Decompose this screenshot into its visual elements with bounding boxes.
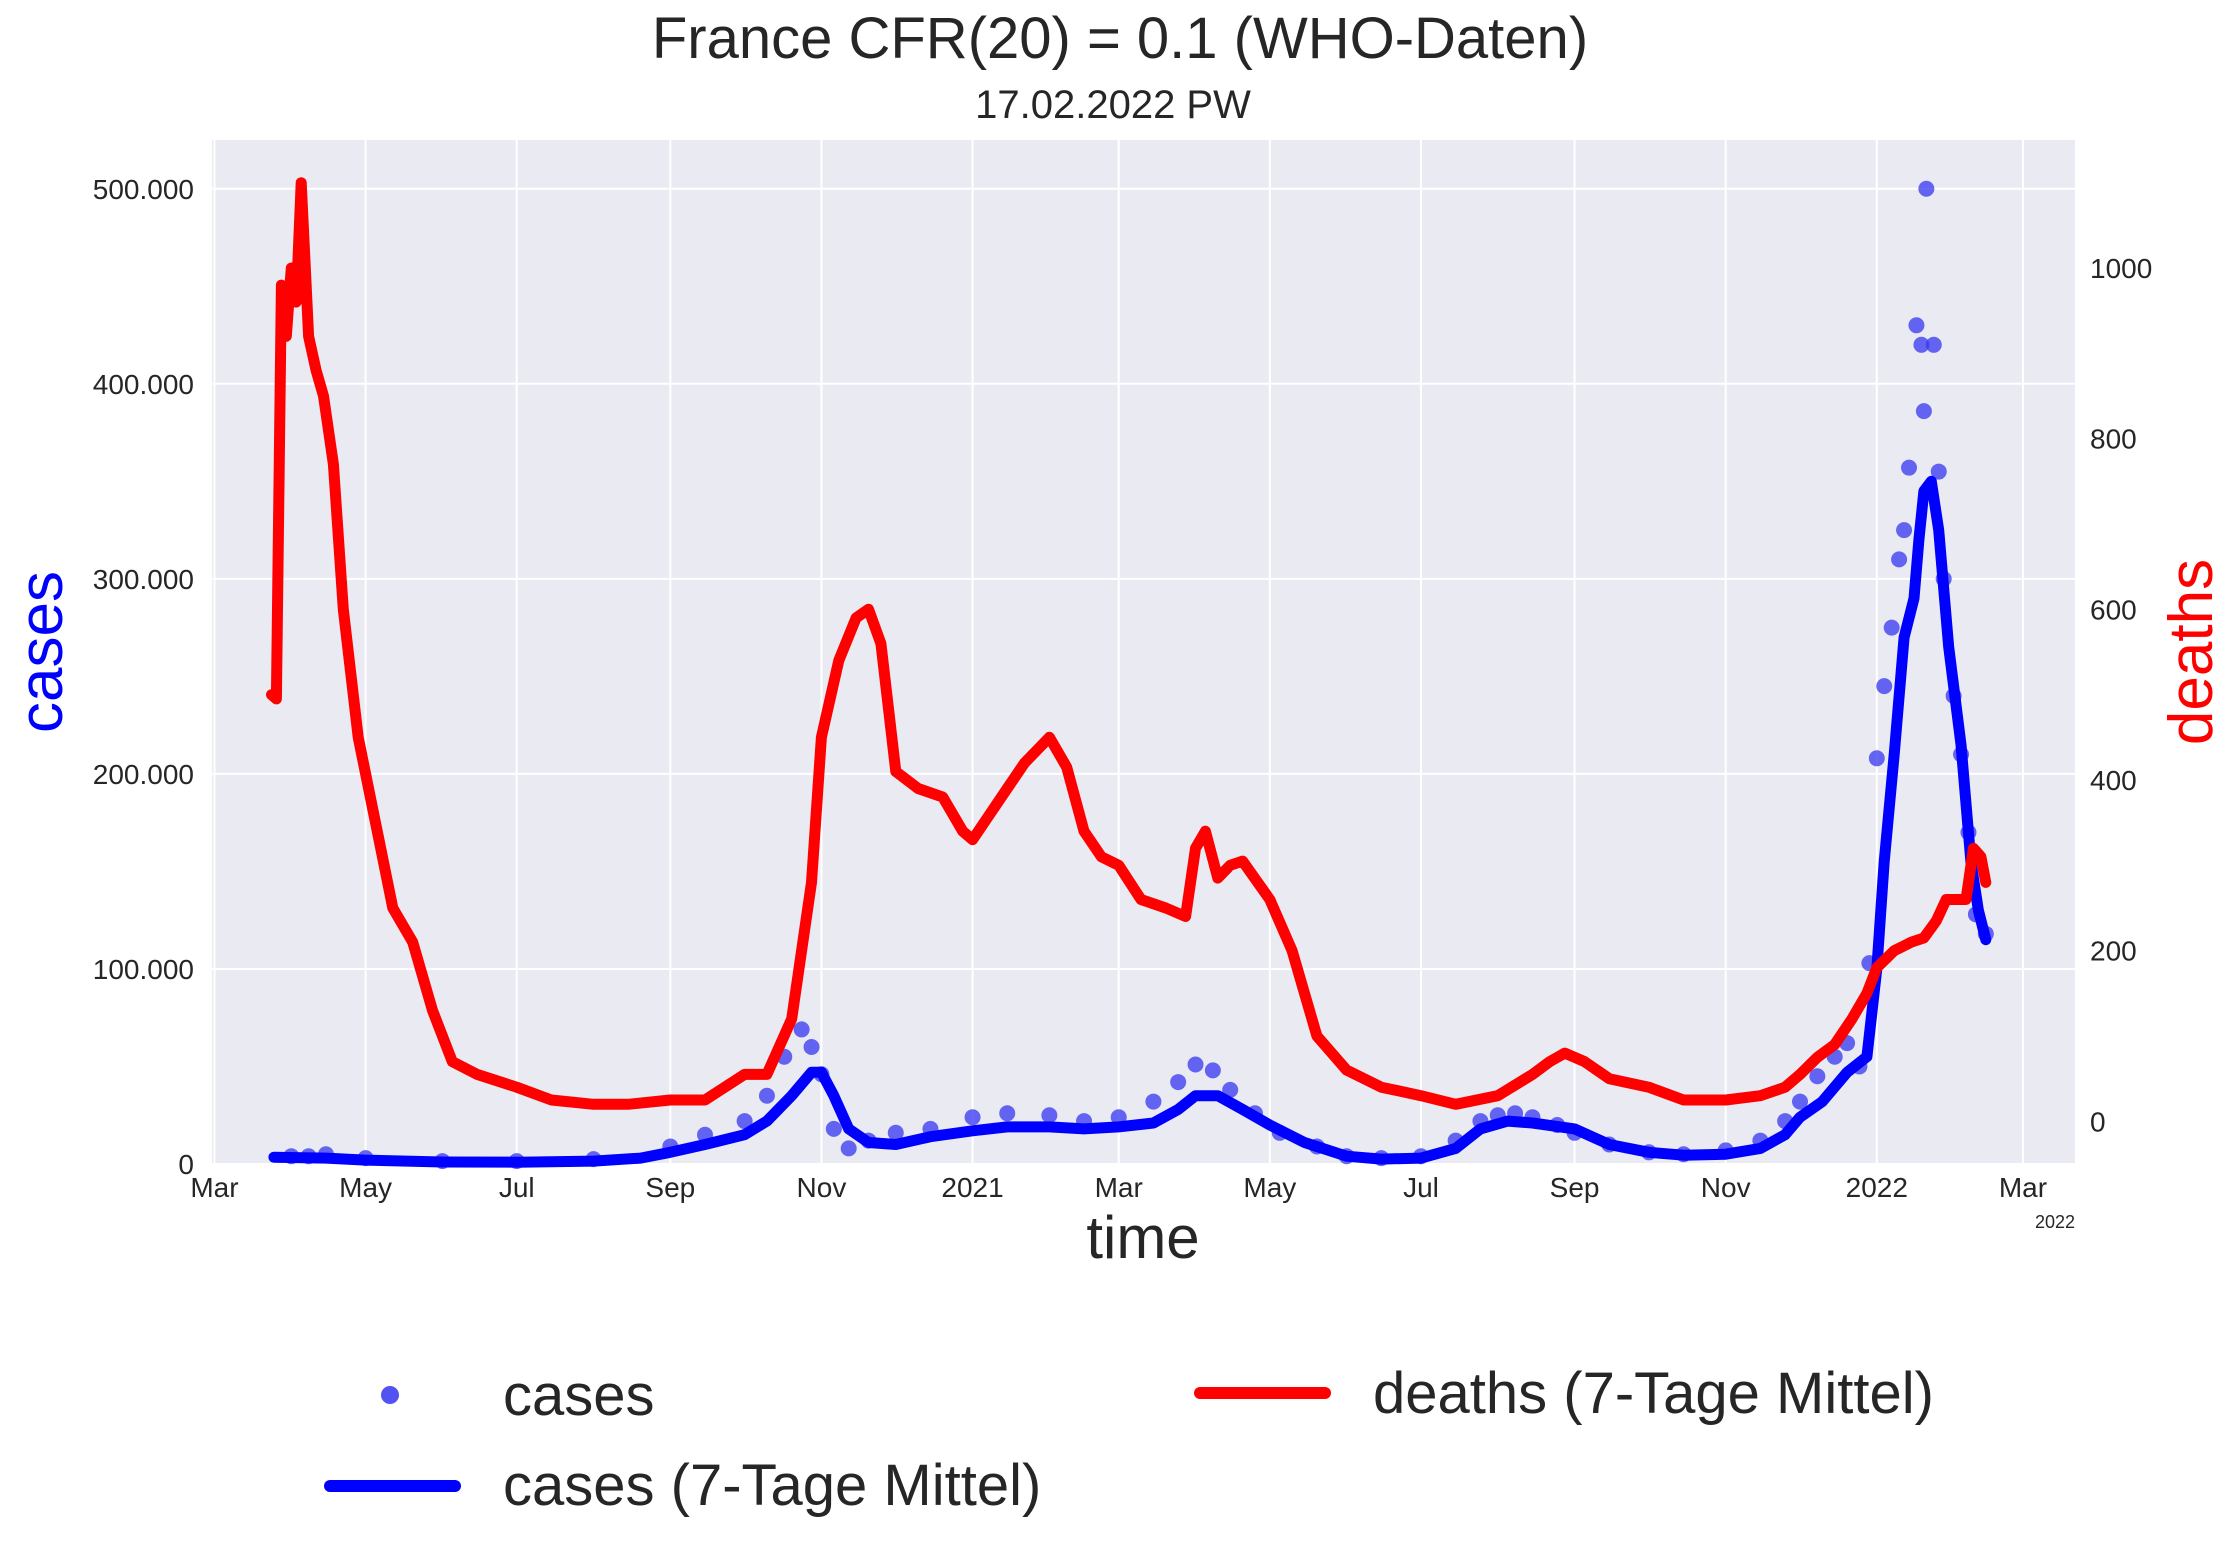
y2-tick-label: 200 — [2090, 936, 2137, 967]
y2-axis-label: deaths — [2157, 559, 2226, 745]
data-point — [1792, 1093, 1809, 1110]
data-point — [1918, 180, 1935, 197]
x-tick-label: Mar — [1999, 1172, 2047, 1203]
legend-label-cases-7-tage-mittel: cases (7-Tage Mittel) — [503, 1453, 1041, 1518]
data-point — [1041, 1107, 1058, 1124]
y-tick-label: 500.000 — [93, 174, 194, 205]
legend-marker-cases — [381, 1386, 399, 1404]
data-point — [793, 1021, 810, 1038]
data-point — [1896, 522, 1913, 539]
data-point — [803, 1038, 820, 1055]
y-tick-label: 100.000 — [93, 954, 194, 985]
data-point — [758, 1087, 775, 1104]
series-layer — [266, 177, 1994, 1170]
data-point — [1222, 1081, 1239, 1098]
y-axis-label: cases — [7, 571, 76, 733]
data-point — [1883, 619, 1900, 636]
data-point — [1145, 1093, 1162, 1110]
x-tick-label: Mar — [1095, 1172, 1143, 1203]
x-tick-label: May — [339, 1172, 392, 1203]
y-tick-label: 300.000 — [93, 564, 194, 595]
series-line-cases-7-tage-mittel — [268, 475, 1992, 1168]
x-tick-label: Mar — [190, 1172, 238, 1203]
legend: cases cases (7-Tage Mittel) deaths (7-Ta… — [324, 1361, 1934, 1518]
x-tick-label: 2021 — [941, 1172, 1003, 1203]
y2-tick-label: 1000 — [2090, 253, 2152, 284]
data-point — [1876, 678, 1893, 695]
y-tick-label: 0 — [178, 1149, 194, 1180]
legend-item-cases: cases — [381, 1363, 655, 1428]
legend-label-cases: cases — [503, 1363, 655, 1428]
legend-label-deaths-7-tage-mittel: deaths (7-Tage Mittel) — [1373, 1361, 1934, 1426]
data-point — [964, 1109, 981, 1126]
chart-subtitle: 17.02.2022 PW — [975, 83, 1251, 127]
x-tick-label: Nov — [1701, 1172, 1751, 1203]
grid — [212, 140, 2075, 1165]
y-tick-label: 400.000 — [93, 369, 194, 400]
chart-title: France CFR(20) = 0.1 (WHO-Daten) — [652, 6, 1588, 71]
data-point — [1925, 336, 1942, 353]
y2-tick-label: 400 — [2090, 765, 2137, 796]
y-tick-label: 200.000 — [93, 759, 194, 790]
legend-item-cases-7-tage-mittel: cases (7-Tage Mittel) — [324, 1453, 1041, 1518]
data-point — [1868, 750, 1885, 767]
data-point — [1901, 459, 1918, 476]
y2-tick-label: 600 — [2090, 594, 2137, 625]
x-axis-label: time — [1086, 1204, 1199, 1271]
x-tick-label: Jul — [499, 1172, 535, 1203]
data-point — [1915, 403, 1932, 420]
x-tick-label: Nov — [797, 1172, 847, 1203]
x-offset-label: 2022 — [2035, 1212, 2075, 1232]
y-ticks: 0 100.000 200.000 300.000 400.000 500.000 — [93, 174, 194, 1180]
x-tick-label: May — [1243, 1172, 1296, 1203]
x-tick-label: Sep — [1550, 1172, 1600, 1203]
data-point — [1930, 463, 1947, 480]
x-tick-label: Sep — [645, 1172, 695, 1203]
y2-tick-label: 0 — [2090, 1106, 2106, 1137]
x-ticks: Mar May Jul Sep Nov 2021 Mar May Jul Sep Nov 2022 Ma… — [190, 1172, 2047, 1203]
data-point — [1809, 1068, 1826, 1085]
legend-item-deaths-7-tage-mittel: deaths (7-Tage Mittel) — [1194, 1361, 1934, 1426]
x-tick-label: Jul — [1403, 1172, 1439, 1203]
y2-tick-label: 800 — [2090, 424, 2137, 455]
y2-ticks: 0 200 400 600 800 1000 — [2090, 253, 2152, 1137]
data-point — [736, 1113, 753, 1130]
data-point — [840, 1140, 857, 1157]
x-tick-label: 2022 — [1846, 1172, 1908, 1203]
data-point — [999, 1105, 1016, 1122]
data-point — [1891, 551, 1908, 568]
data-point — [1204, 1062, 1221, 1079]
series-line-deaths-7-tage-mittel — [266, 177, 1992, 1110]
data-point — [1187, 1056, 1204, 1073]
data-point — [887, 1124, 904, 1141]
data-point — [1908, 317, 1925, 334]
data-point — [825, 1120, 842, 1137]
plot-area — [212, 140, 2075, 1164]
data-point — [1913, 336, 1930, 353]
data-point — [1170, 1074, 1187, 1091]
